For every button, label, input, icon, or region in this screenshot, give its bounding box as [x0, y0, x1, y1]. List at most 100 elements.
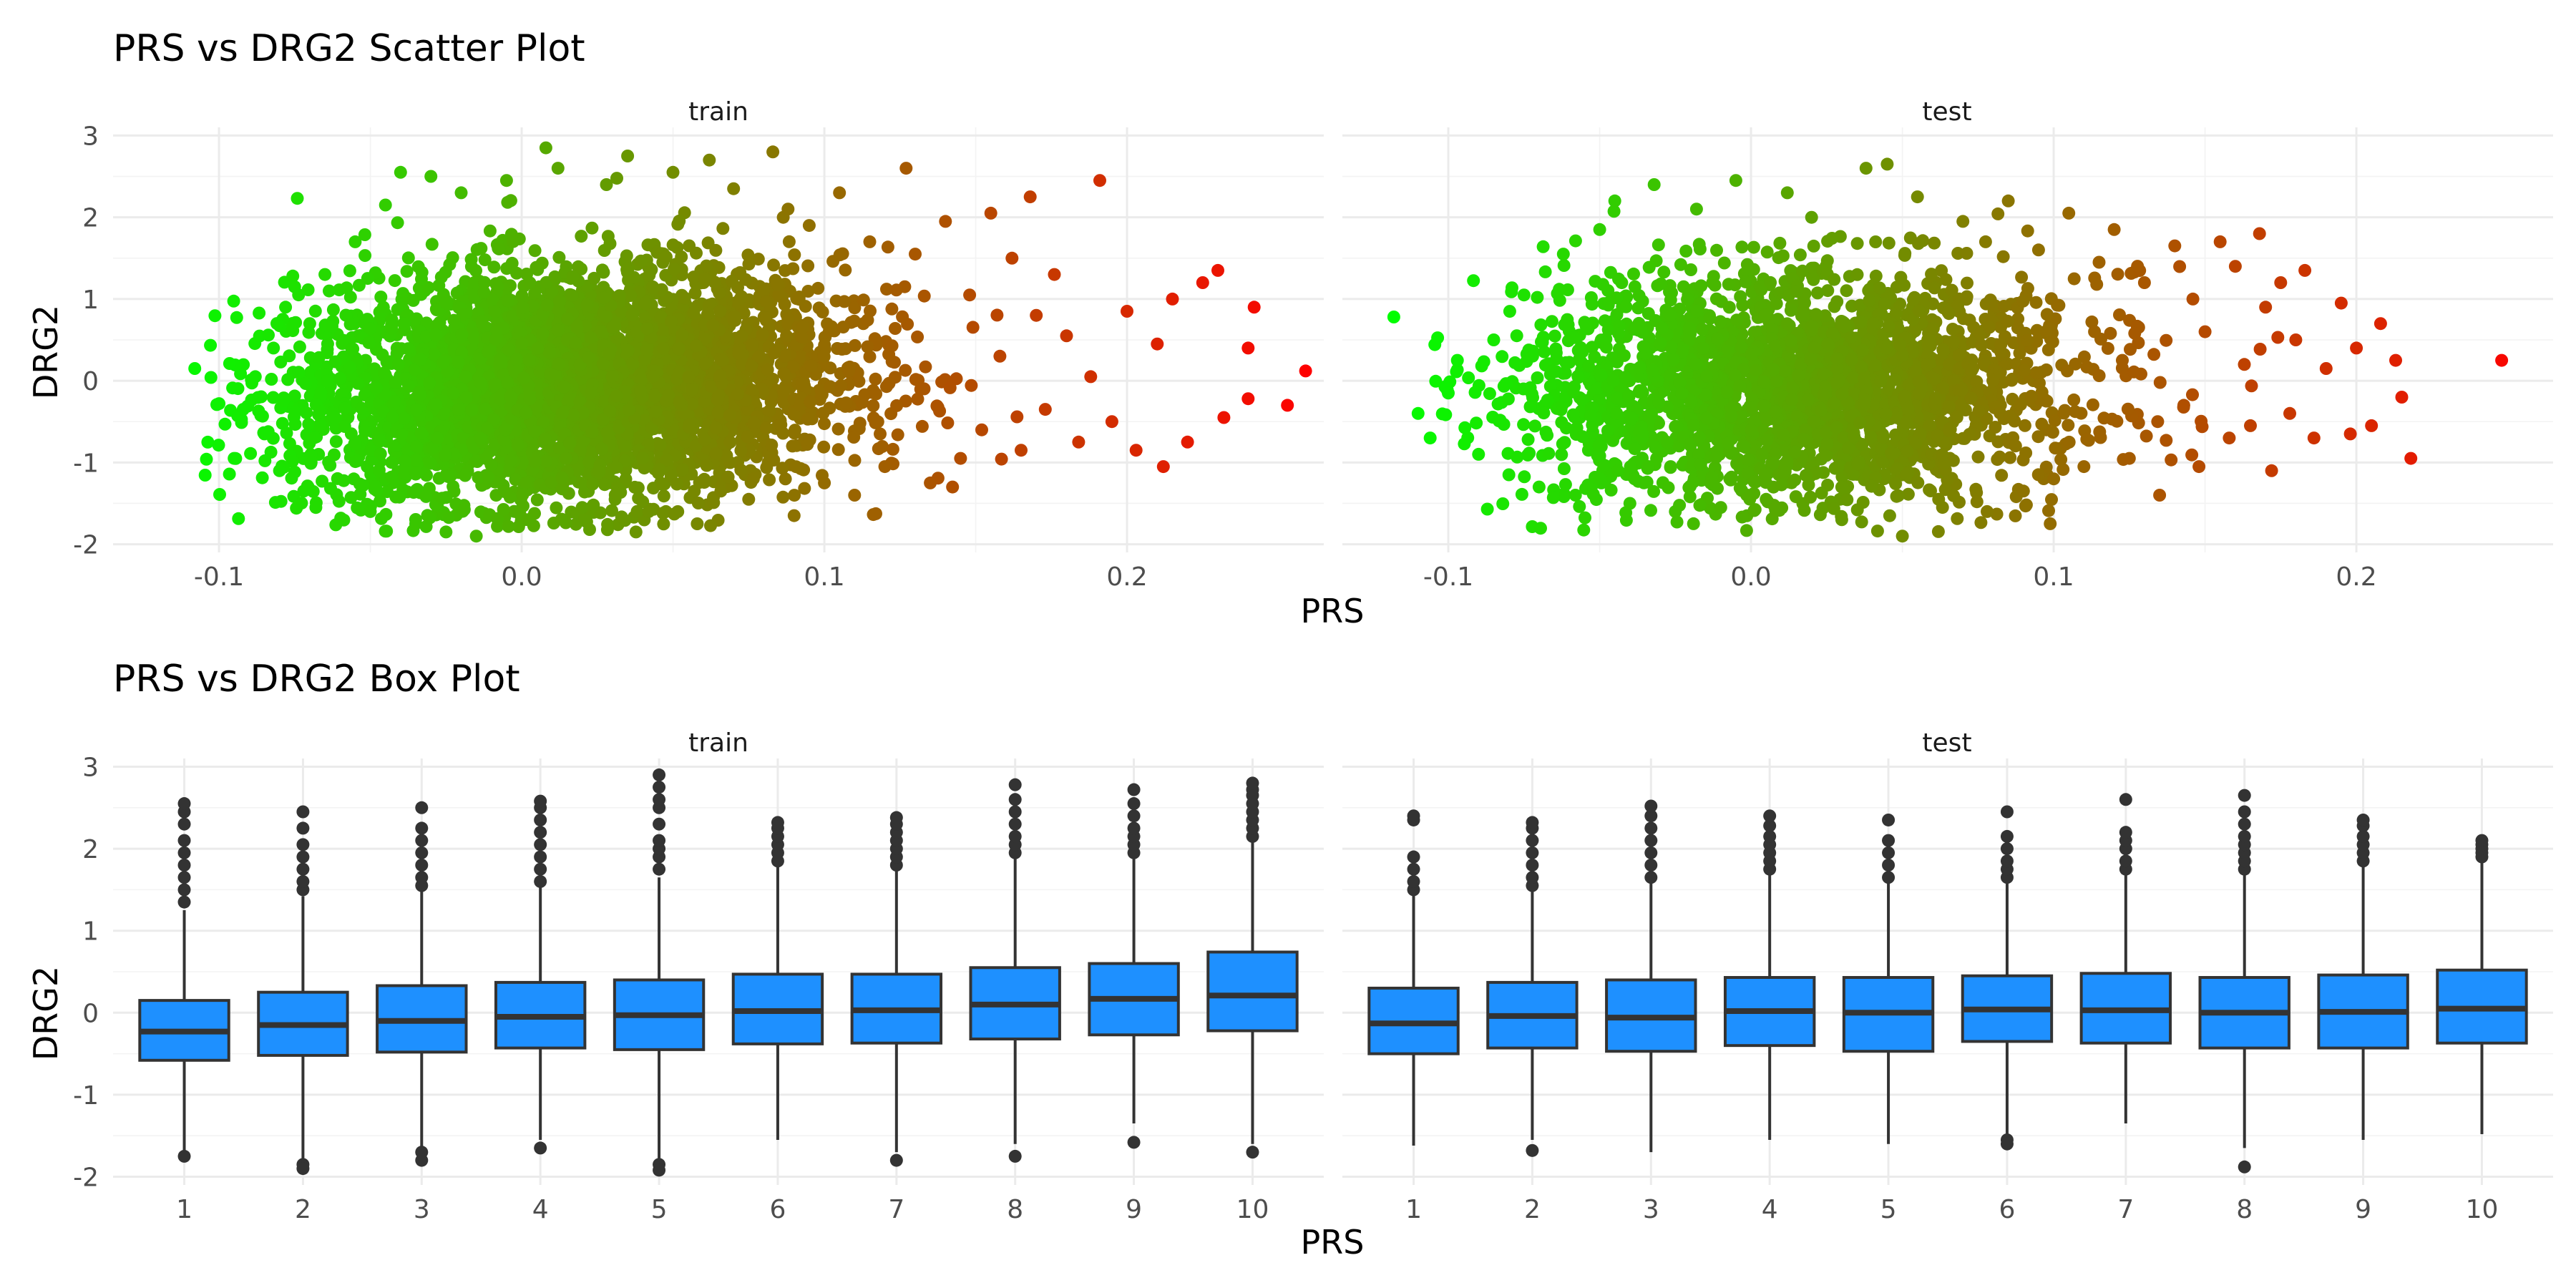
scatter-cloud-point	[337, 513, 351, 527]
scatter-cloud-point	[919, 360, 932, 374]
scatter-cloud-point	[801, 412, 814, 426]
scatter-cloud-point	[798, 482, 811, 495]
scatter-cloud-point	[759, 311, 773, 325]
scatter-cloud-point	[835, 343, 849, 356]
scatter-cloud-point	[721, 470, 735, 484]
scatter-cloud-point	[522, 353, 536, 367]
scatter-cloud-point	[600, 310, 613, 323]
scatter-cloud-point	[847, 431, 861, 444]
scatter-cloud-point	[274, 494, 288, 508]
scatter-cloud-point	[610, 461, 623, 474]
scatter-cloud-point	[389, 376, 402, 389]
scatter-cloud-point	[476, 317, 489, 331]
scatter-cloud-point	[415, 272, 428, 286]
scatter-cloud-point	[891, 428, 904, 441]
scatter-cloud-point	[501, 376, 514, 389]
scatter-cloud-point	[380, 355, 394, 369]
scatter-cloud-point	[230, 311, 243, 324]
scatter-cloud-point	[528, 454, 542, 468]
scatter-cloud-point	[776, 490, 790, 504]
scatter-point	[818, 476, 831, 489]
scatter-cloud-point	[711, 406, 725, 419]
scatter-point	[1196, 276, 1209, 289]
scatter-cloud-point	[882, 376, 896, 390]
scatter-point	[379, 198, 392, 212]
scatter-cloud-point	[429, 398, 443, 411]
scatter-point	[258, 427, 271, 441]
scatter-point	[1299, 364, 1312, 378]
scatter-point	[394, 165, 407, 179]
scatter-cloud-point	[375, 512, 388, 525]
scatter-cloud-point	[561, 312, 575, 326]
scatter-cloud-point	[601, 230, 615, 243]
scatter-point	[439, 525, 453, 539]
scatter-cloud-point	[867, 399, 880, 412]
scatter-cloud-point	[520, 268, 533, 280]
scatter-cloud-point	[615, 510, 628, 524]
scatter-point	[1030, 308, 1043, 322]
scatter-cloud-point	[586, 477, 600, 491]
scatter-cloud-point	[507, 235, 519, 248]
scatter-cloud-point	[212, 439, 225, 452]
scatter-cloud-point	[2111, 268, 2124, 281]
scatter-cloud-point	[1652, 238, 1665, 252]
scatter-cloud-point	[941, 416, 955, 429]
scatter-cloud-point	[308, 431, 321, 444]
scatter-point	[1281, 399, 1294, 412]
scatter-cloud-point	[687, 270, 701, 284]
scatter-point	[1241, 392, 1255, 406]
scatter-cloud-point	[441, 470, 455, 484]
scatter-cloud-point	[401, 342, 415, 356]
scatter-cloud-point	[419, 489, 433, 503]
scatter-cloud-point	[266, 391, 280, 404]
scatter-point	[924, 476, 937, 489]
scatter-x-tick-label: 0.0	[501, 562, 542, 592]
scatter-cloud-point	[595, 442, 608, 456]
scatter-cloud-point	[732, 346, 746, 360]
scatter-cloud-point	[504, 194, 517, 208]
scatter-cloud-point	[374, 434, 387, 448]
scatter-cloud-point	[1995, 469, 2009, 482]
scatter-cloud-point	[943, 381, 957, 394]
scatter-cloud-point	[1521, 433, 1535, 447]
scatter-cloud-point	[1931, 525, 1945, 538]
scatter-cloud-point	[1010, 410, 1024, 424]
scatter-cloud-point	[550, 501, 563, 514]
scatter-cloud-point	[640, 322, 654, 336]
scatter-cloud-point	[358, 424, 372, 438]
scatter-cloud-point	[553, 294, 566, 308]
scatter-cloud-point	[653, 462, 666, 476]
scatter-cloud-point	[709, 243, 723, 257]
scatter-cloud-point	[747, 416, 761, 429]
scatter-cloud-point	[2062, 419, 2075, 432]
scatter-cloud-point	[386, 410, 399, 424]
scatter-cloud-point	[340, 281, 353, 295]
scatter-cloud-point	[751, 253, 765, 266]
scatter-point	[691, 517, 704, 530]
scatter-cloud-point	[575, 230, 588, 243]
scatter-cloud-point	[398, 454, 411, 467]
scatter-point	[539, 141, 552, 155]
scatter-point	[1015, 444, 1028, 457]
scatter-cloud-point	[555, 512, 568, 526]
scatter-cloud-point	[323, 459, 337, 472]
box-strip-test: test	[1922, 728, 1971, 758]
scatter-cloud-point	[690, 246, 703, 260]
scatter-cloud-point	[756, 328, 769, 341]
scatter-point	[213, 397, 226, 411]
scatter-point	[1005, 251, 1019, 265]
scatter-cloud-point	[706, 318, 720, 332]
scatter-cloud-point	[678, 291, 691, 305]
scatter-cloud-point	[885, 339, 899, 353]
scatter-cloud-point	[911, 330, 924, 343]
scatter-cloud-point	[258, 454, 272, 467]
scatter-cloud-point	[781, 312, 795, 326]
scatter-cloud-point	[675, 328, 689, 341]
scatter-cloud-point	[824, 380, 837, 394]
scatter-cloud-point	[299, 377, 313, 390]
scatter-cloud-point	[304, 456, 318, 469]
scatter-cloud-point	[725, 274, 738, 288]
scatter-cloud-point	[377, 366, 391, 380]
